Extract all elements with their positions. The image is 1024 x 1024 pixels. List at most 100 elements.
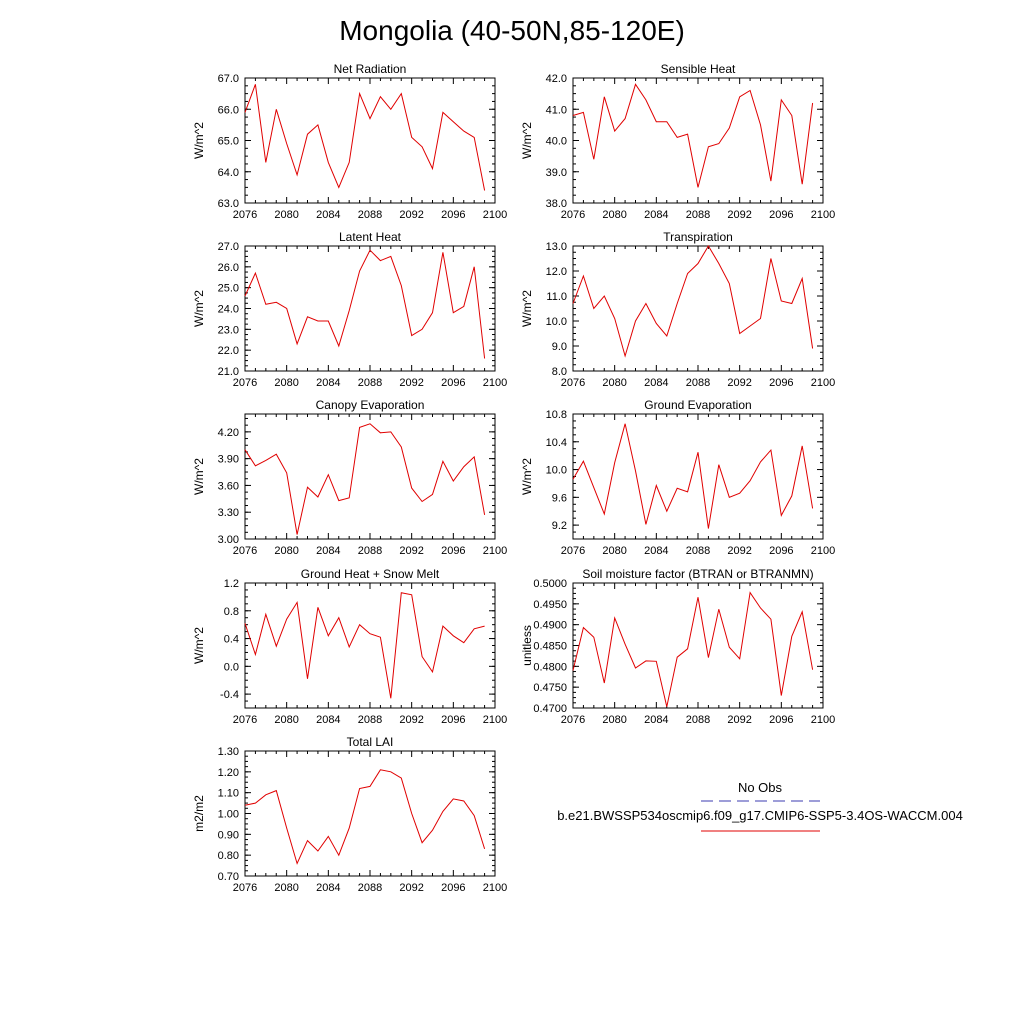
y-tick-label: 64.0 bbox=[218, 167, 239, 179]
y-tick-label: 65.0 bbox=[218, 136, 239, 148]
y-tick-label: 0.0 bbox=[224, 661, 239, 673]
x-tick-label: 2100 bbox=[811, 714, 835, 726]
y-tick-label: 12.0 bbox=[546, 266, 567, 278]
x-tick-label: 2088 bbox=[686, 714, 710, 726]
x-tick-label: 2084 bbox=[644, 714, 668, 726]
x-tick-label: 2088 bbox=[686, 209, 710, 221]
y-axis-label: unitless bbox=[520, 625, 534, 666]
x-tick-label: 2088 bbox=[358, 714, 382, 726]
x-tick-label: 2080 bbox=[602, 714, 626, 726]
chart-panel: 2076 2080 2084 2088 2092 2096 2100 21.0 22.0 23.0… bbox=[192, 230, 507, 389]
panel-title: Ground Evaporation bbox=[644, 398, 751, 412]
y-tick-label: 25.0 bbox=[218, 283, 239, 295]
panel-title: Canopy Evaporation bbox=[316, 398, 425, 412]
figure-title: Mongolia (40-50N,85-120E) bbox=[339, 15, 685, 46]
panel-title: Latent Heat bbox=[339, 230, 402, 244]
x-tick-label: 2100 bbox=[483, 882, 507, 894]
plot-frame bbox=[244, 413, 496, 540]
x-tick-label: 2084 bbox=[644, 377, 668, 389]
x-tick-label: 2088 bbox=[358, 377, 382, 389]
plot-frame bbox=[244, 582, 496, 709]
y-tick-label: 3.60 bbox=[218, 480, 239, 492]
y-tick-label: 26.0 bbox=[218, 262, 239, 274]
series-line bbox=[244, 249, 486, 359]
y-tick-label: 3.30 bbox=[218, 507, 239, 519]
x-tick-label: 2100 bbox=[483, 545, 507, 557]
x-tick-label: 2096 bbox=[441, 209, 465, 221]
y-tick-label: 21.0 bbox=[218, 366, 239, 378]
y-tick-label: 40.0 bbox=[546, 136, 567, 148]
chart-panel: 2076 2080 2084 2088 2092 2096 2100 63.0 64.0 65.0… bbox=[192, 62, 507, 221]
x-tick-label: 2096 bbox=[769, 377, 793, 389]
y-tick-label: 11.0 bbox=[546, 291, 567, 303]
y-tick-label: 1.10 bbox=[218, 788, 239, 800]
legend-obs-label: No Obs bbox=[738, 780, 783, 795]
y-tick-label: 13.0 bbox=[546, 241, 567, 253]
y-tick-label: 0.4950 bbox=[533, 599, 567, 611]
y-axis-label: W/m^2 bbox=[192, 458, 206, 495]
y-tick-label: 27.0 bbox=[218, 241, 239, 253]
x-tick-label: 2076 bbox=[233, 545, 257, 557]
y-tick-label: 67.0 bbox=[218, 73, 239, 85]
legend: No Obs b.e21.BWSSP534oscmip6.f09_g17.CMI… bbox=[557, 780, 963, 832]
x-tick-label: 2076 bbox=[233, 209, 257, 221]
x-tick-label: 2092 bbox=[399, 545, 423, 557]
x-tick-label: 2080 bbox=[602, 377, 626, 389]
x-tick-label: 2088 bbox=[358, 545, 382, 557]
y-tick-label: 4.20 bbox=[218, 427, 239, 439]
x-tick-label: 2088 bbox=[358, 209, 382, 221]
y-tick-label: 42.0 bbox=[546, 73, 567, 85]
y-tick-label: 0.4750 bbox=[533, 682, 567, 694]
series-line bbox=[572, 245, 814, 358]
y-axis-label: W/m^2 bbox=[520, 122, 534, 159]
x-tick-label: 2076 bbox=[561, 377, 585, 389]
y-tick-label: 41.0 bbox=[546, 104, 567, 116]
x-tick-label: 2096 bbox=[441, 714, 465, 726]
x-tick-label: 2080 bbox=[602, 209, 626, 221]
y-tick-label: 9.2 bbox=[552, 520, 567, 532]
y-axis-label: m2/m2 bbox=[192, 795, 206, 832]
x-tick-label: 2084 bbox=[316, 882, 340, 894]
x-tick-label: 2076 bbox=[233, 882, 257, 894]
y-tick-label: 0.4 bbox=[224, 634, 239, 646]
series-line bbox=[244, 423, 486, 535]
series-line bbox=[244, 769, 486, 865]
x-tick-label: 2076 bbox=[561, 209, 585, 221]
x-tick-label: 2100 bbox=[811, 209, 835, 221]
chart-panel: 2076 2080 2084 2088 2092 2096 2100 8.0 9.0 10.0 11… bbox=[520, 230, 835, 389]
panel-title: Sensible Heat bbox=[661, 62, 736, 76]
plot-frame bbox=[572, 413, 824, 540]
chart-panel: 2076 2080 2084 2088 2092 2096 2100 38.0 39.0 40.0… bbox=[520, 62, 835, 221]
y-tick-label: 1.30 bbox=[218, 746, 239, 758]
chart-panel: 2076 2080 2084 2088 2092 2096 2100 -0.4 0.0 0.4 0.… bbox=[192, 567, 507, 726]
x-tick-label: 2096 bbox=[441, 545, 465, 557]
plot-frame bbox=[244, 77, 496, 204]
y-tick-label: 1.00 bbox=[218, 809, 239, 821]
x-tick-label: 2092 bbox=[727, 714, 751, 726]
x-tick-label: 2100 bbox=[483, 377, 507, 389]
series-line bbox=[244, 84, 486, 191]
x-tick-label: 2084 bbox=[316, 714, 340, 726]
x-tick-label: 2092 bbox=[399, 714, 423, 726]
y-tick-label: 0.4800 bbox=[533, 661, 567, 673]
legend-model-label: b.e21.BWSSP534oscmip6.f09_g17.CMIP6-SSP5… bbox=[557, 808, 963, 823]
panel-title: Ground Heat + Snow Melt bbox=[301, 567, 440, 581]
x-tick-label: 2092 bbox=[727, 209, 751, 221]
x-tick-label: 2092 bbox=[727, 545, 751, 557]
y-tick-label: 0.90 bbox=[218, 829, 239, 841]
x-tick-label: 2100 bbox=[811, 545, 835, 557]
x-tick-label: 2084 bbox=[644, 209, 668, 221]
y-axis-label: W/m^2 bbox=[520, 290, 534, 327]
chart-panel: 2076 2080 2084 2088 2092 2096 2100 9.2 9.6 10.0 10… bbox=[520, 398, 835, 557]
x-tick-label: 2080 bbox=[274, 377, 298, 389]
y-tick-label: 39.0 bbox=[546, 167, 567, 179]
y-axis-label: W/m^2 bbox=[192, 627, 206, 664]
x-tick-label: 2076 bbox=[233, 377, 257, 389]
y-tick-label: 1.2 bbox=[224, 578, 239, 590]
chart-panel: 2076 2080 2084 2088 2092 2096 2100 3.00 3.30 3.60… bbox=[192, 398, 507, 557]
x-tick-label: 2100 bbox=[483, 714, 507, 726]
y-tick-label: 10.8 bbox=[546, 409, 567, 421]
series-line bbox=[572, 83, 814, 188]
x-tick-label: 2076 bbox=[233, 714, 257, 726]
